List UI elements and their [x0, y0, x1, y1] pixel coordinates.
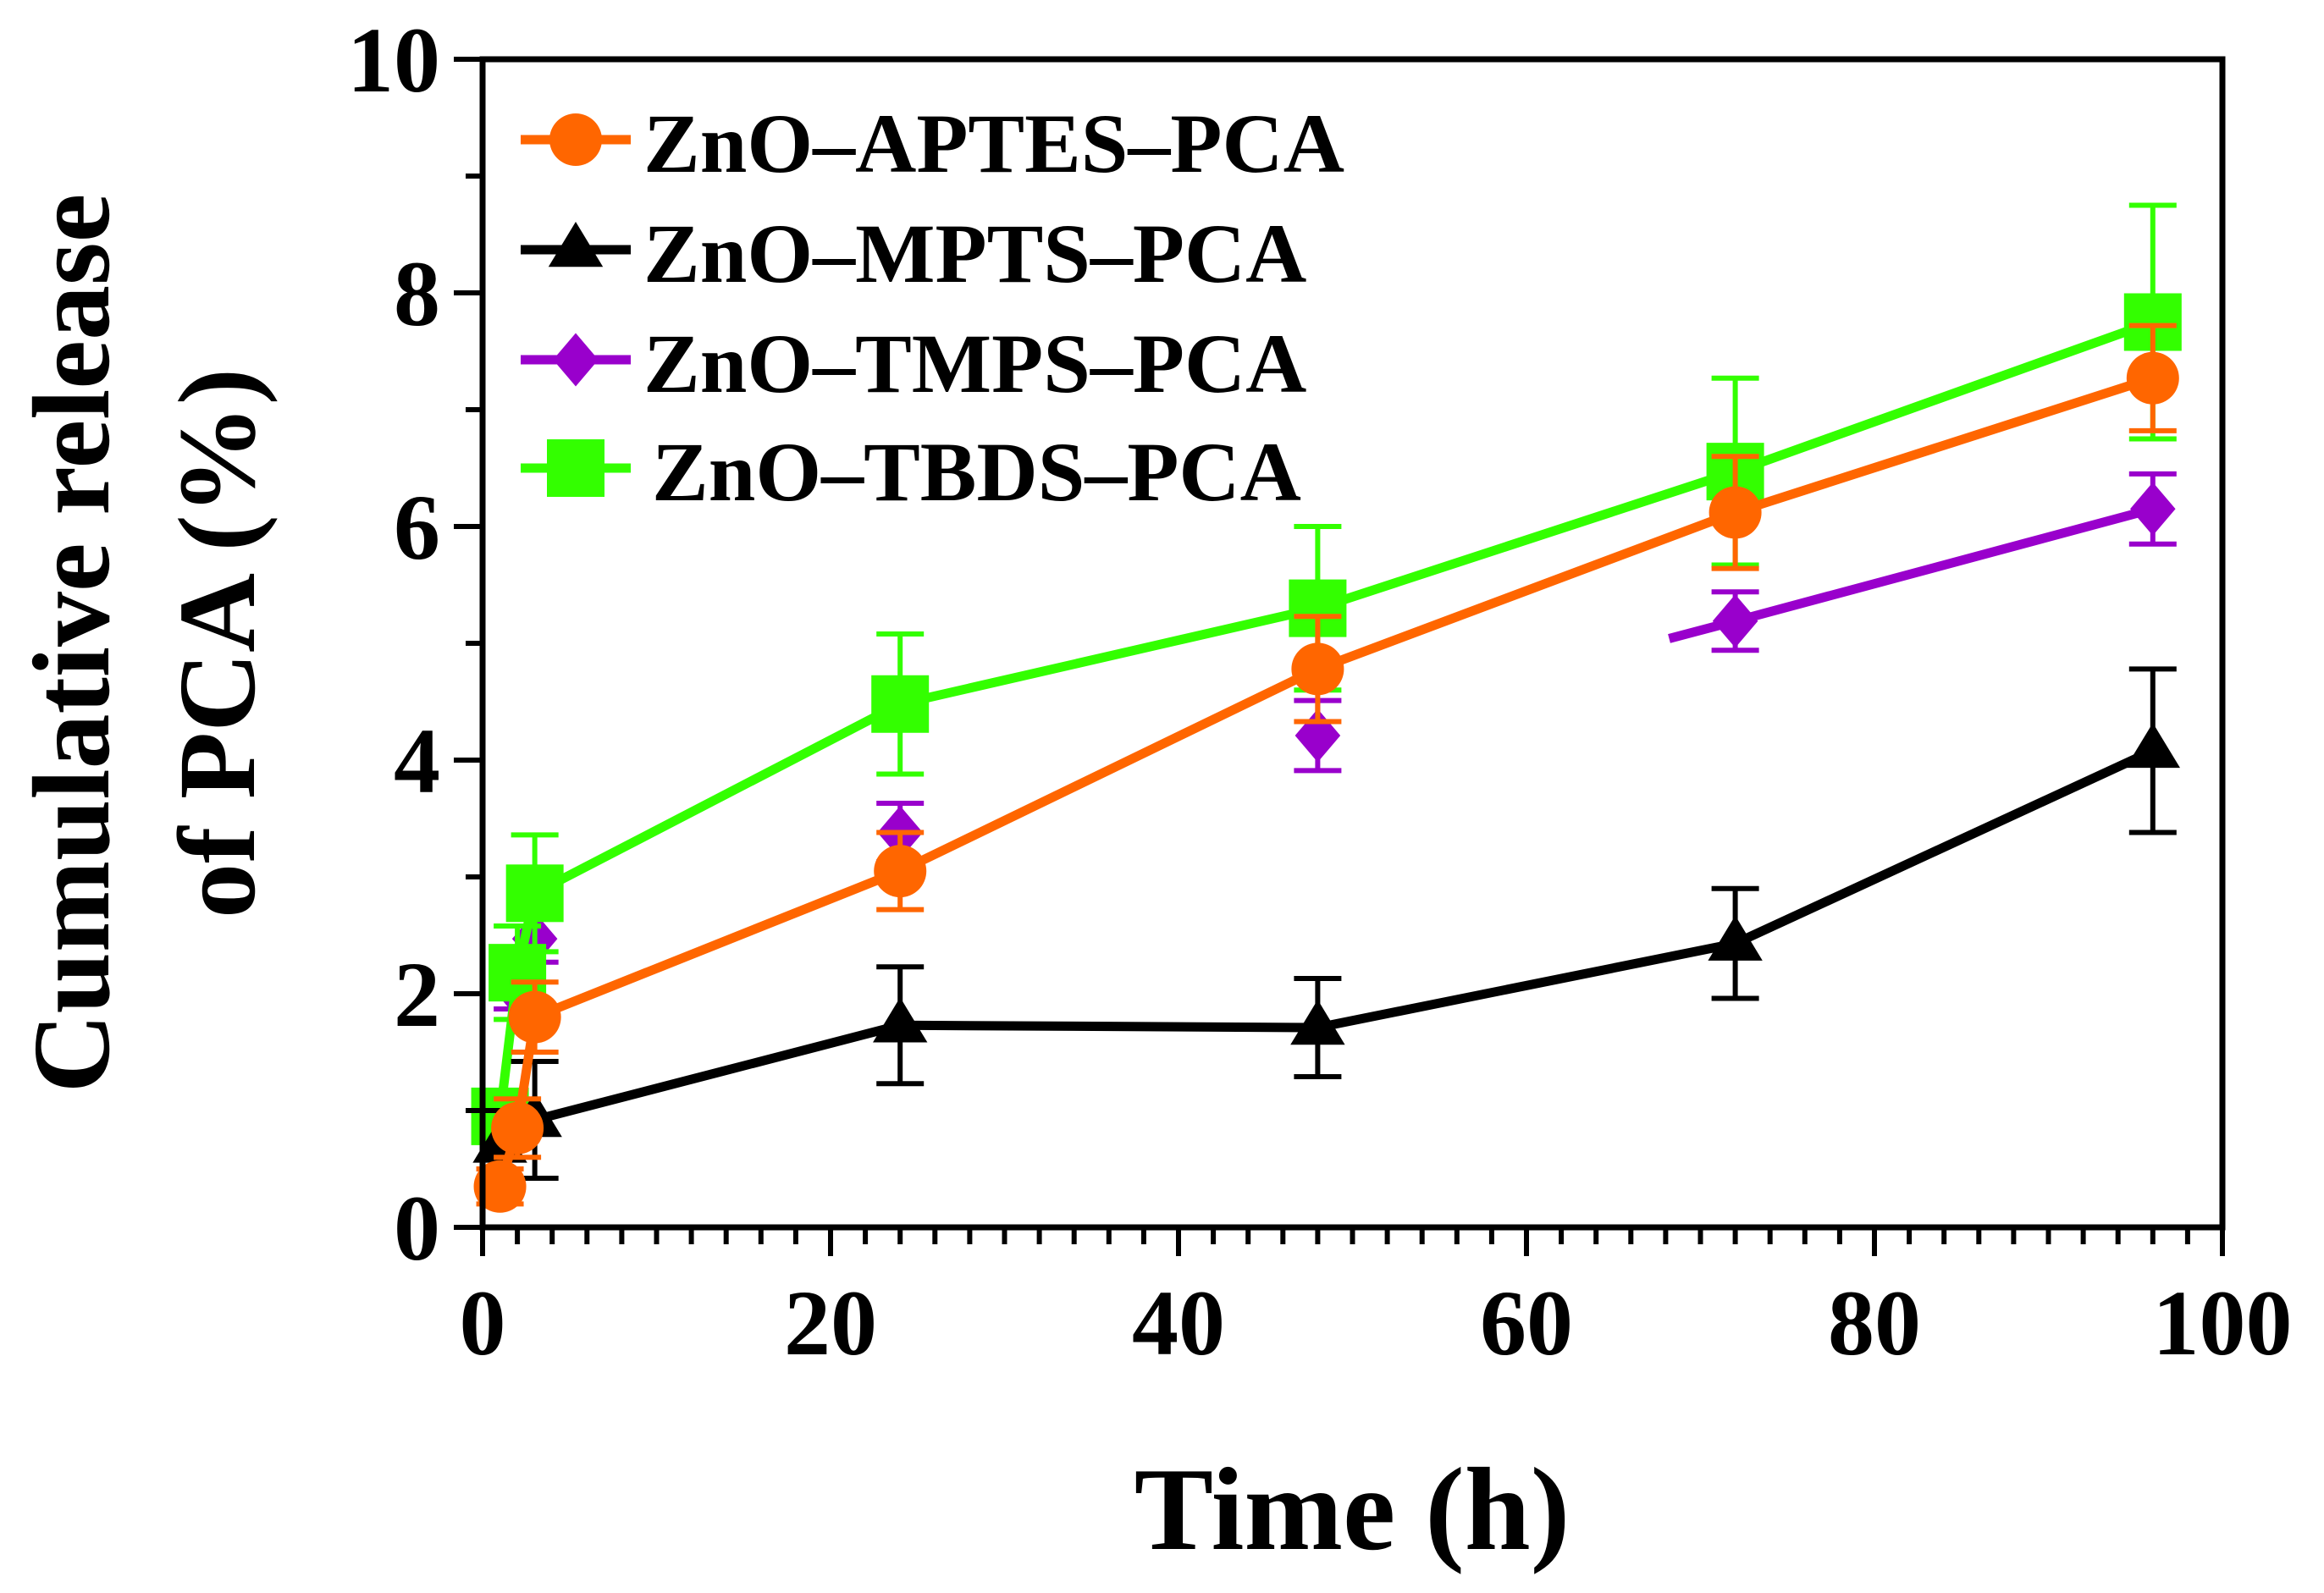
- legend-label: ZnO–TMPS–PCA: [643, 317, 1306, 411]
- data-point: [871, 675, 930, 733]
- data-point: [874, 845, 927, 898]
- data-point: [1294, 708, 1341, 763]
- data-point: [1290, 1000, 1345, 1045]
- legend-label: ZnO–MPTS–PCA: [643, 207, 1306, 300]
- plot-layer: [471, 202, 2182, 1213]
- data-point: [505, 864, 564, 923]
- data-point: [2125, 722, 2180, 769]
- data-point: [508, 990, 561, 1044]
- legend-marker: [549, 113, 602, 166]
- data-point: [473, 1160, 527, 1213]
- legend-entry: ZnO–TBDS–PCA: [521, 425, 1301, 519]
- y-tick-label: 2: [394, 943, 440, 1046]
- legend-marker: [548, 222, 604, 267]
- legend-label: ZnO–APTES–PCA: [643, 96, 1344, 190]
- legend-entry: ZnO–MPTS–PCA: [521, 207, 1306, 300]
- series-line: [497, 746, 2156, 1149]
- legend-entry: ZnO–TMPS–PCA: [521, 317, 1306, 411]
- y-axis-label-line-1: Cumulative release: [11, 194, 133, 1094]
- y-axis-label-line-2: of PCA (%): [157, 368, 279, 918]
- x-tick-label: 80: [1828, 1271, 1921, 1375]
- x-axis-label: Time (h): [1134, 1444, 1570, 1575]
- data-point: [1708, 486, 1762, 539]
- x-tick-label: 100: [2153, 1271, 2293, 1375]
- data-point: [873, 997, 928, 1043]
- y-tick-label: 4: [394, 709, 440, 813]
- legend-label: ZnO–TBDS–PCA: [652, 425, 1301, 519]
- y-tick-label: 10: [347, 8, 440, 112]
- data-point: [1708, 915, 1763, 961]
- y-tick-label: 8: [394, 242, 440, 345]
- x-tick-label: 40: [1132, 1271, 1225, 1375]
- data-point: [1712, 594, 1758, 648]
- legend-marker: [553, 333, 599, 387]
- data-point: [2126, 351, 2179, 405]
- y-tick-label: 6: [394, 476, 440, 579]
- data-point: [1291, 642, 1344, 696]
- y-tick-label: 0: [394, 1177, 440, 1280]
- data-point: [2130, 482, 2176, 536]
- legend: ZnO–APTES–PCA ZnO–MPTS–PCA ZnO–TMPS–PCA ZnO…: [521, 96, 1344, 519]
- x-tick-label: 60: [1480, 1271, 1573, 1375]
- legend-entry: ZnO–APTES–PCA: [521, 96, 1344, 190]
- x-tick-label: 0: [460, 1271, 506, 1375]
- series-circle: [473, 322, 2179, 1213]
- legend-marker: [547, 439, 604, 497]
- x-tick-label: 20: [784, 1271, 877, 1375]
- data-point: [491, 1101, 544, 1155]
- axis-layer: 0 20 40 60 80 100 0 2 4 6 8 10: [347, 8, 2293, 1375]
